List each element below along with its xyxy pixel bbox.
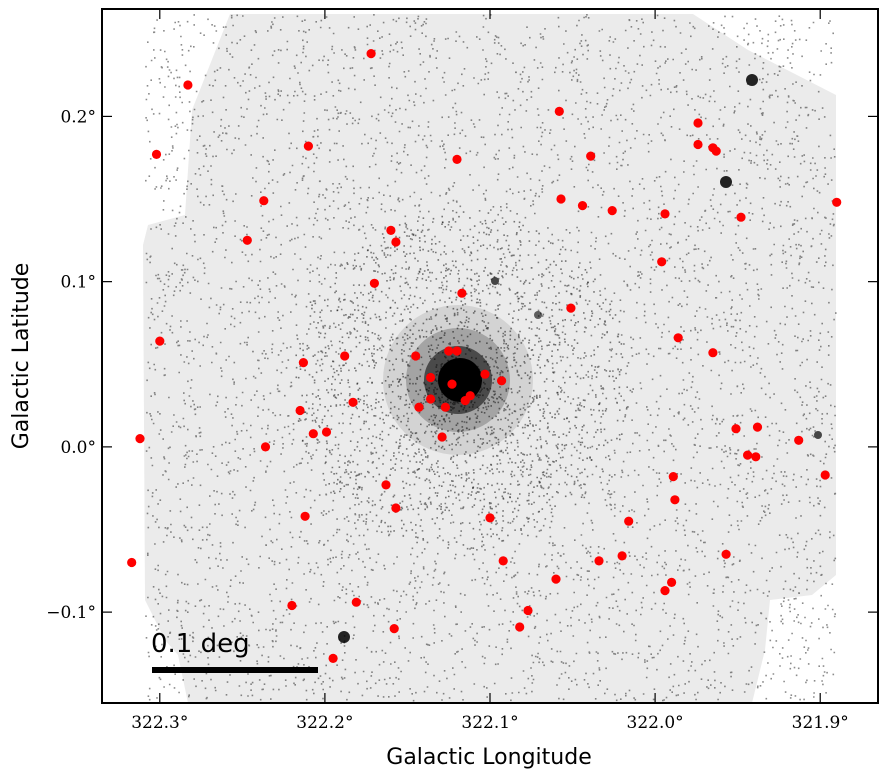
y-axis-ticks: 0.2° 0.1° 0.0° −0.1° bbox=[46, 107, 878, 623]
source-point bbox=[668, 472, 678, 482]
source-point bbox=[551, 574, 561, 584]
source-point bbox=[480, 369, 490, 379]
source-point bbox=[328, 653, 338, 664]
source-point bbox=[444, 346, 454, 356]
source-point bbox=[426, 394, 436, 404]
source-point bbox=[660, 209, 670, 219]
source-point bbox=[736, 212, 746, 222]
source-point bbox=[673, 333, 683, 343]
source-point bbox=[693, 118, 703, 128]
bright-source bbox=[383, 305, 533, 455]
source-point bbox=[300, 511, 310, 521]
source-point bbox=[670, 495, 680, 505]
source-point bbox=[389, 624, 399, 634]
y-tick-label: 0.2° bbox=[60, 107, 96, 127]
source-point bbox=[151, 149, 162, 159]
source-point bbox=[794, 435, 804, 445]
source-point bbox=[594, 556, 604, 566]
source-point bbox=[414, 402, 424, 412]
source-point bbox=[440, 402, 450, 412]
source-point bbox=[321, 427, 332, 437]
source-point bbox=[452, 154, 462, 164]
source-point bbox=[298, 358, 308, 368]
scale-bar: 0.1 deg bbox=[151, 629, 318, 673]
source-point bbox=[497, 376, 507, 386]
source-points bbox=[127, 49, 842, 664]
y-tick-label: 0.1° bbox=[60, 273, 96, 293]
source-point bbox=[452, 346, 462, 356]
exposure-field bbox=[143, 14, 836, 703]
source-point bbox=[693, 139, 703, 150]
x-tick-label: 321.9° bbox=[792, 713, 849, 733]
source-point bbox=[369, 278, 379, 288]
source-point bbox=[624, 516, 634, 526]
source-point bbox=[348, 397, 358, 407]
source-point bbox=[617, 551, 627, 561]
source-point bbox=[411, 351, 421, 361]
source-point bbox=[731, 424, 741, 434]
source-point bbox=[260, 442, 271, 452]
source-point bbox=[447, 379, 457, 389]
x-axis-label: Galactic Longitude bbox=[386, 745, 591, 770]
source-point bbox=[554, 106, 564, 116]
scale-bar-label: 0.1 deg bbox=[151, 629, 250, 659]
source-point bbox=[721, 549, 731, 559]
source-point bbox=[242, 235, 252, 245]
source-point bbox=[391, 503, 401, 513]
scale-bar-line bbox=[152, 667, 318, 673]
x-axis-ticks: 322.3° 322.2° 322.1° 322.0° 321.9° bbox=[131, 9, 849, 733]
source-point bbox=[366, 49, 376, 59]
y-axis-label: Galactic Latitude bbox=[9, 263, 34, 450]
source-point bbox=[183, 80, 193, 90]
source-point bbox=[351, 597, 361, 607]
source-point bbox=[711, 146, 721, 156]
source-point bbox=[607, 206, 617, 216]
source-point bbox=[660, 586, 670, 596]
source-point bbox=[287, 600, 297, 611]
source-point bbox=[259, 196, 269, 206]
source-point bbox=[752, 422, 763, 432]
source-point bbox=[155, 336, 165, 346]
source-point bbox=[437, 432, 447, 442]
x-tick-label: 322.0° bbox=[627, 713, 684, 733]
source-point bbox=[820, 470, 830, 480]
source-point bbox=[566, 303, 576, 313]
source-point bbox=[743, 450, 753, 460]
source-point bbox=[295, 405, 305, 416]
source-point bbox=[498, 556, 508, 566]
y-tick-label: 0.0° bbox=[60, 438, 96, 458]
source-point bbox=[751, 452, 761, 462]
source-point bbox=[381, 480, 391, 490]
source-point bbox=[485, 513, 495, 523]
source-point bbox=[465, 391, 475, 401]
x-tick-label: 322.2° bbox=[296, 713, 353, 733]
source-point bbox=[303, 141, 313, 151]
source-point bbox=[426, 372, 436, 383]
source-point bbox=[832, 197, 842, 207]
source-point bbox=[127, 557, 137, 568]
source-point bbox=[135, 434, 145, 444]
source-point bbox=[308, 429, 318, 439]
x-tick-label: 322.1° bbox=[461, 713, 518, 733]
source-point bbox=[391, 237, 401, 247]
y-tick-label: −0.1° bbox=[46, 603, 96, 623]
source-point bbox=[386, 225, 396, 235]
source-point bbox=[556, 194, 566, 204]
source-point bbox=[523, 605, 533, 616]
source-point bbox=[577, 201, 588, 211]
x-tick-label: 322.3° bbox=[131, 713, 188, 733]
faint-sources bbox=[338, 74, 822, 643]
source-point bbox=[708, 348, 718, 358]
source-point bbox=[657, 257, 667, 267]
source-point bbox=[586, 151, 596, 161]
source-point bbox=[515, 622, 525, 632]
source-point bbox=[457, 288, 467, 298]
source-point bbox=[667, 577, 677, 588]
source-point bbox=[340, 351, 350, 361]
